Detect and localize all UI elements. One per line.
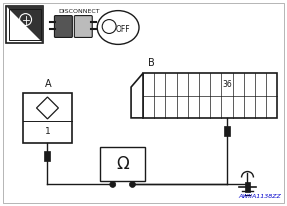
Text: $\Omega$: $\Omega$ <box>116 155 130 173</box>
Text: A: A <box>44 79 51 89</box>
Text: 36: 36 <box>222 80 232 89</box>
Text: AWIIA1138ZZ: AWIIA1138ZZ <box>238 194 281 199</box>
Polygon shape <box>131 73 143 118</box>
Text: H.S.: H.S. <box>17 31 34 40</box>
Bar <box>44 151 51 161</box>
Circle shape <box>102 20 116 33</box>
Polygon shape <box>36 97 59 119</box>
Bar <box>143 73 277 118</box>
Bar <box>100 147 145 181</box>
Bar <box>9 9 40 40</box>
FancyBboxPatch shape <box>74 16 92 37</box>
FancyBboxPatch shape <box>55 16 72 37</box>
Text: 1: 1 <box>44 127 50 136</box>
Text: B: B <box>148 58 155 68</box>
Bar <box>23 93 72 143</box>
Bar <box>245 182 251 192</box>
Bar <box>224 126 230 136</box>
Bar <box>6 6 44 43</box>
Circle shape <box>110 181 116 187</box>
Circle shape <box>129 181 135 187</box>
Text: OFF: OFF <box>116 25 130 34</box>
Text: DISCONNECT: DISCONNECT <box>59 9 100 14</box>
Polygon shape <box>6 6 44 43</box>
